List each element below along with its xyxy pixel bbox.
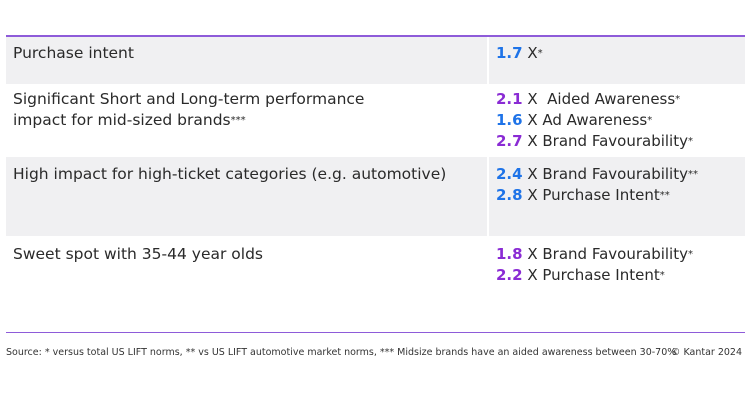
metric-line: 1.8 X Brand Favourability* xyxy=(496,244,745,265)
footnote-mark: * xyxy=(687,249,693,260)
metric-line: 1.7 X* xyxy=(496,43,745,64)
table-row: High impact for high-ticket categories (… xyxy=(6,157,745,236)
footnote-mark: * xyxy=(687,136,693,147)
row-label-cell: Sweet spot with 35-44 year olds xyxy=(6,236,487,319)
copyright-note: © Kantar 2024 xyxy=(670,347,742,358)
metric-multiplier: 1.6 xyxy=(496,111,523,129)
metric-multiplier: 2.2 xyxy=(496,266,523,284)
metric-multiplier: 1.7 xyxy=(496,44,523,62)
footnote-mark: * xyxy=(675,94,681,105)
row-metrics-cell: 2.1 X Aided Awareness* 1.6 X Ad Awarenes… xyxy=(487,84,745,157)
top-divider xyxy=(6,35,745,37)
metric-text: X Purchase Intent xyxy=(522,186,660,204)
metric-text: X Brand Favourability xyxy=(522,245,688,263)
row-label-cell: Purchase intent xyxy=(6,37,487,84)
row-metrics-cell: 1.8 X Brand Favourability* 2.2 X Purchas… xyxy=(487,236,745,319)
metric-text: X Purchase Intent xyxy=(522,266,660,284)
source-note: Source: * versus total US LIFT norms, **… xyxy=(6,347,677,358)
metric-text: X Brand Favourability xyxy=(522,165,688,183)
metric-line: 2.7 X Brand Favourability* xyxy=(496,131,745,152)
row-label: Purchase intent xyxy=(13,44,134,62)
footnote-mark: *** xyxy=(230,115,246,126)
metric-multiplier: 2.1 xyxy=(496,90,523,108)
metric-multiplier: 2.4 xyxy=(496,165,523,183)
table-row: Purchase intent 1.7 X* xyxy=(6,37,745,84)
metric-line: 2.2 X Purchase Intent* xyxy=(496,265,745,286)
table-row: Significant Short and Long-term performa… xyxy=(6,84,745,157)
footnote-mark: * xyxy=(537,48,543,59)
metric-text: X Ad Awareness xyxy=(522,111,648,129)
row-label-cell: High impact for high-ticket categories (… xyxy=(6,157,487,236)
footnote-mark: * xyxy=(659,270,665,281)
row-label: Sweet spot with 35-44 year olds xyxy=(13,245,263,263)
metric-line: 2.8 X Purchase Intent** xyxy=(496,185,745,206)
footnote-mark: ** xyxy=(659,190,670,201)
metric-multiplier: 1.8 xyxy=(496,245,523,263)
metric-line: 2.1 X Aided Awareness* xyxy=(496,89,745,110)
metric-multiplier: 2.7 xyxy=(496,132,523,150)
table-row: Sweet spot with 35-44 year olds 1.8 X Br… xyxy=(6,236,745,319)
metric-text: X Aided Awareness xyxy=(522,90,676,108)
metric-line: 1.6 X Ad Awareness* xyxy=(496,110,745,131)
row-label: Significant Short and Long-term performa… xyxy=(13,90,365,129)
metric-line: 2.4 X Brand Favourability** xyxy=(496,164,745,185)
footnote-mark: * xyxy=(647,115,653,126)
metric-text: X Brand Favourability xyxy=(522,132,688,150)
row-label-cell: Significant Short and Long-term performa… xyxy=(6,84,487,157)
row-metrics-cell: 1.7 X* xyxy=(487,37,745,84)
row-label: High impact for high-ticket categories (… xyxy=(13,165,447,183)
row-metrics-cell: 2.4 X Brand Favourability** 2.8 X Purcha… xyxy=(487,157,745,236)
bottom-divider xyxy=(6,332,745,333)
metric-multiplier: 2.8 xyxy=(496,186,523,204)
comparison-table: Purchase intent 1.7 X* Significant Short… xyxy=(6,35,745,319)
footnote-mark: ** xyxy=(687,169,698,180)
metric-text: X xyxy=(522,44,538,62)
